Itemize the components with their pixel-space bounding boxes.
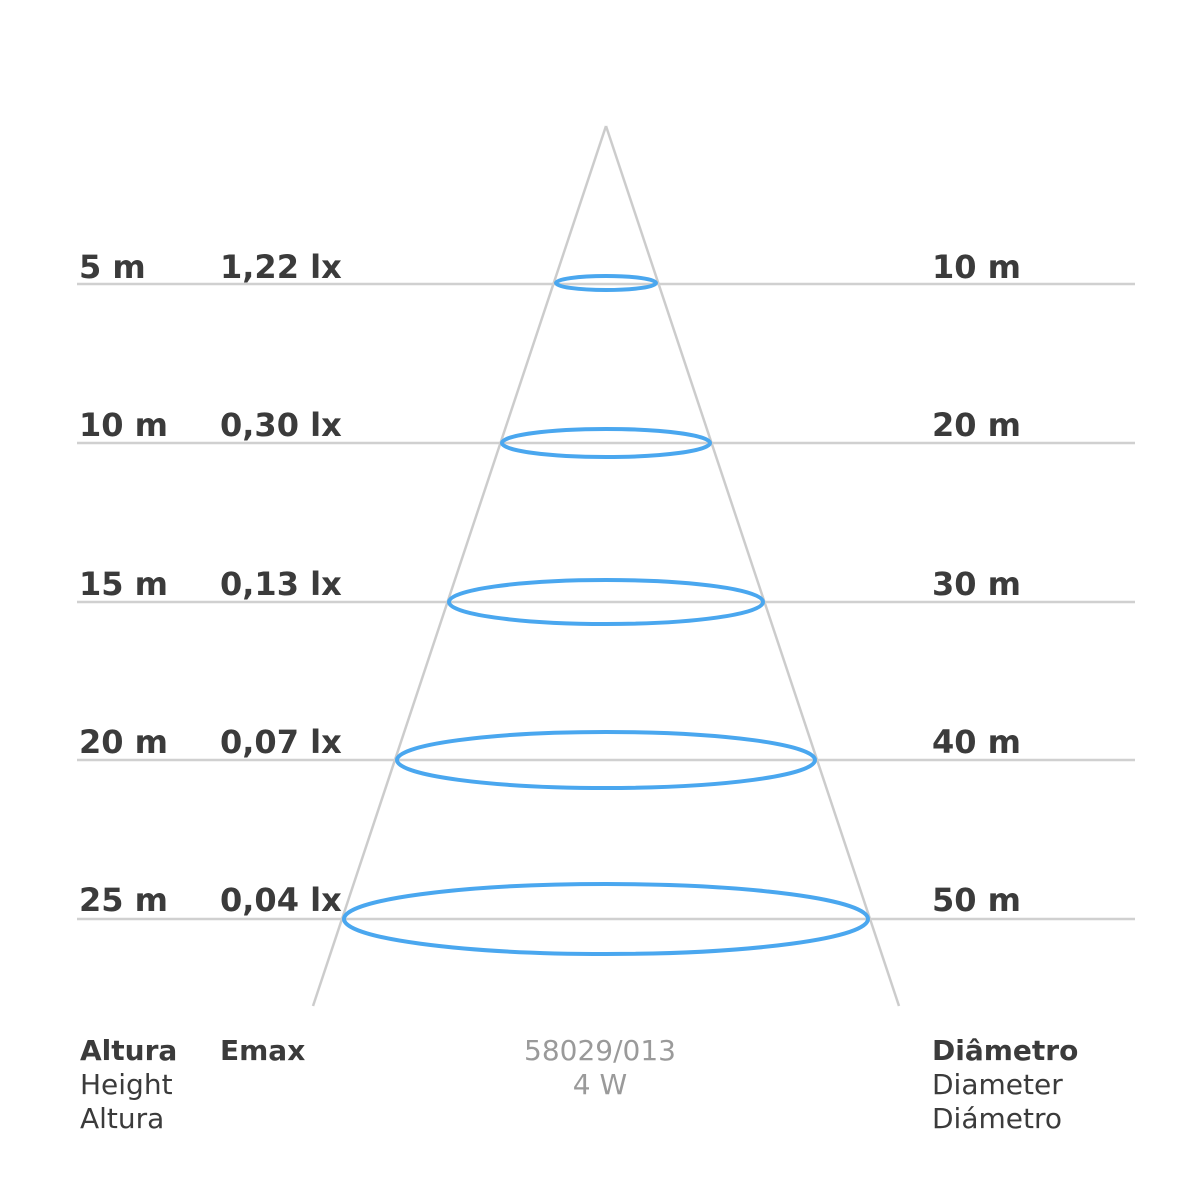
emax-label: 0,13 lx [220, 565, 342, 603]
diameter-label: 10 m [932, 248, 1021, 286]
height-translation-es: Altura [80, 1102, 165, 1135]
height-legend: Altura Height Altura [80, 1034, 177, 1136]
emax-legend: Emax [220, 1034, 305, 1068]
product-code: 58029/013 [524, 1034, 676, 1067]
height-label: 15 m [79, 565, 168, 603]
light-spot-ellipse [395, 730, 817, 790]
product-power: 4 W [572, 1068, 628, 1101]
diameter-label: 20 m [932, 406, 1021, 444]
row-20m: 20 m 0,07 lx 40 m [77, 723, 1135, 790]
height-label: 20 m [79, 723, 168, 761]
diameter-title: Diâmetro [932, 1034, 1079, 1067]
diameter-translation-es: Diámetro [932, 1102, 1063, 1135]
emax-label: 0,07 lx [220, 723, 342, 761]
row-15m: 15 m 0,13 lx 30 m [77, 565, 1135, 626]
row-5m: 5 m 1,22 lx 10 m [77, 248, 1135, 292]
product-info: 58029/013 4 W [450, 1034, 750, 1102]
diameter-translation-en: Diameter [932, 1068, 1063, 1101]
beam-left-edge [311, 125, 608, 1007]
diameter-label: 40 m [932, 723, 1021, 761]
height-title: Altura [80, 1034, 178, 1067]
diameter-label: 50 m [932, 881, 1021, 919]
diameter-label: 30 m [932, 565, 1021, 603]
light-spot-ellipse [447, 578, 765, 626]
light-spot-ellipse [342, 882, 870, 956]
light-spot-ellipse [554, 274, 658, 292]
emax-label: 0,04 lx [220, 881, 342, 919]
diameter-legend: Diâmetro Diameter Diámetro [932, 1034, 1078, 1136]
light-spot-ellipse [500, 427, 712, 459]
emax-label: 0,30 lx [220, 406, 342, 444]
height-translation-en: Height [80, 1068, 173, 1101]
emax-title: Emax [220, 1034, 306, 1067]
height-label: 5 m [79, 248, 146, 286]
row-25m: 25 m 0,04 lx 50 m [77, 881, 1135, 956]
height-label: 10 m [79, 406, 168, 444]
emax-label: 1,22 lx [220, 248, 342, 286]
row-10m: 10 m 0,30 lx 20 m [77, 406, 1135, 459]
height-label: 25 m [79, 881, 168, 919]
beam-right-edge [604, 125, 901, 1007]
